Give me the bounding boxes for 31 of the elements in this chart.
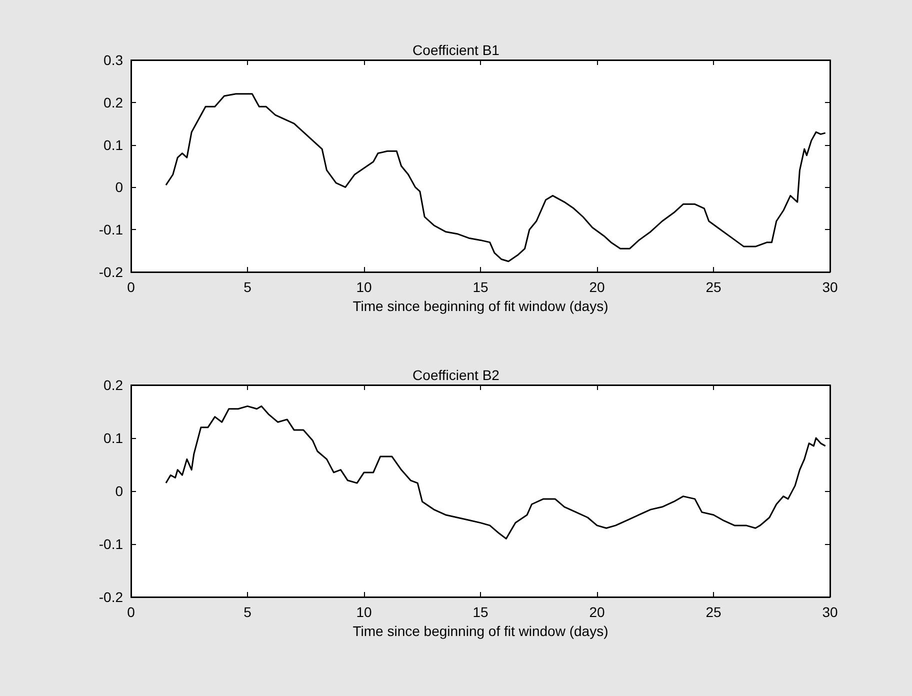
x-tick-label: 0 — [127, 604, 136, 620]
x-tick-label: 15 — [472, 604, 488, 620]
y-tick-label: -0.2 — [98, 264, 124, 280]
x-tick-label: 20 — [589, 604, 605, 620]
x-tick-label: 25 — [706, 279, 722, 295]
y-tick-label: 0 — [115, 483, 124, 499]
y-tick-label: 0.1 — [104, 136, 124, 153]
x-tick-label: 10 — [356, 279, 372, 295]
chart-title: Coefficient B1 — [412, 42, 500, 58]
y-tick-label: -0.1 — [98, 222, 124, 238]
x-axis-title: Time since beginning of fit window (days) — [352, 298, 608, 314]
x-tick-label: 30 — [822, 279, 838, 295]
x-tick-label: 15 — [472, 279, 488, 295]
line-series — [165, 405, 826, 540]
x-tick-label: 10 — [356, 604, 372, 620]
x-tick-label: 30 — [822, 604, 838, 620]
y-tick-label: 0.2 — [104, 377, 124, 393]
x-tick-label: 25 — [706, 604, 722, 620]
y-tick-label: 0 — [115, 179, 124, 196]
y-tick-label: -0.2 — [98, 589, 124, 605]
x-tick-label: 5 — [244, 279, 252, 295]
y-tick-label: 0.3 — [104, 52, 124, 68]
x-tick-label: 20 — [589, 279, 605, 295]
y-tick-label: 0.2 — [104, 94, 124, 110]
x-tick-label: 5 — [244, 604, 252, 620]
line-series — [165, 93, 826, 262]
chart-title: Coefficient B2 — [412, 367, 500, 383]
y-tick-label: -0.1 — [98, 536, 124, 552]
x-axis-title: Time since beginning of fit window (days) — [352, 622, 608, 639]
x-tick-label: 0 — [127, 279, 136, 295]
y-tick-label: 0.1 — [104, 430, 124, 446]
